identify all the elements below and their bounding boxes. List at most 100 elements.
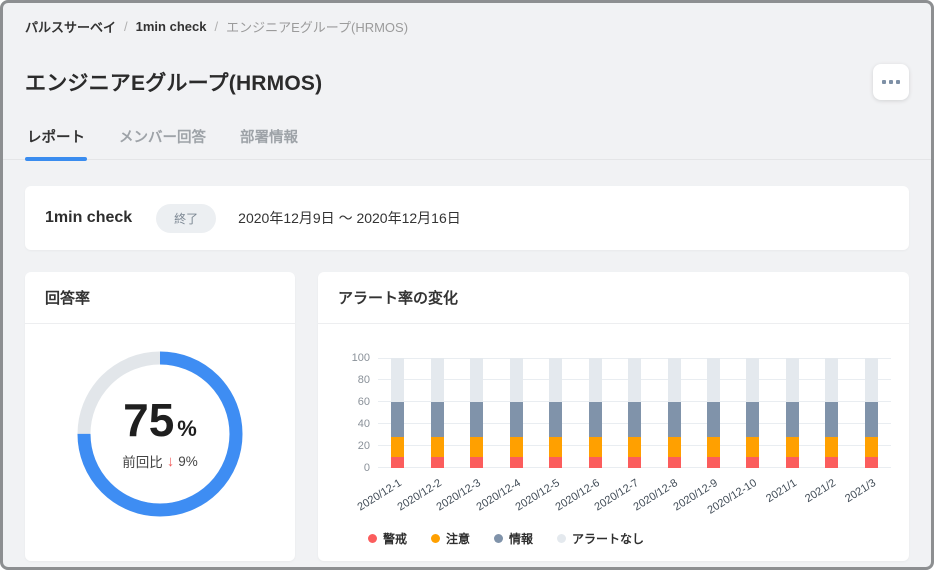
breadcrumb-item[interactable]: 1min check — [135, 19, 207, 34]
stacked-bar — [628, 358, 642, 468]
tab-部署情報[interactable]: 部署情報 — [238, 126, 300, 159]
legend-item-アラートなし: アラートなし — [557, 530, 644, 547]
bar-segment-警戒 — [746, 457, 760, 468]
x-axis-label: 2021/2 — [803, 477, 839, 506]
comparison-label: 前回比 — [122, 455, 163, 470]
response-rate-card-header: 回答率 — [25, 272, 295, 324]
cards-row: 回答率 75 % 前回比 ↓ — [25, 272, 909, 561]
bar-segment-注意 — [825, 437, 839, 457]
x-axis-label: 2021/1 — [763, 477, 799, 506]
survey-name: 1min check — [45, 209, 133, 226]
x-axis-label: 2020/12-4 — [474, 477, 523, 514]
bar-segment-情報 — [864, 402, 878, 438]
bar-segment-警戒 — [549, 457, 563, 468]
bar-segment-警戒 — [430, 457, 444, 468]
bar-segment-注意 — [706, 437, 720, 457]
bar-segment-アラートなし — [588, 358, 602, 403]
bar-segment-注意 — [549, 437, 563, 457]
chart-legend: 警戒 注意 情報 アラートなし — [368, 530, 891, 547]
bar-segment-情報 — [785, 402, 799, 438]
status-badge: 終了 — [156, 203, 217, 233]
bar-segment-情報 — [391, 402, 405, 438]
y-tick-label: 80 — [357, 374, 370, 386]
page-title: エンジニアEグループ(HRMOS) — [25, 72, 323, 95]
y-tick-label: 40 — [357, 418, 370, 430]
stacked-bar — [588, 358, 602, 468]
stacked-bar — [667, 358, 681, 468]
bar-segment-アラートなし — [509, 358, 523, 403]
bar-segment-警戒 — [509, 457, 523, 468]
y-tick-label: 60 — [357, 396, 370, 408]
stacked-bar — [470, 358, 484, 468]
bar-segment-アラートなし — [430, 358, 444, 403]
x-axis-label: 2021/3 — [842, 477, 878, 506]
title-row: エンジニアEグループ(HRMOS) — [3, 36, 931, 100]
x-axis-label: 2020/12-8 — [631, 477, 681, 514]
ellipsis-icon — [896, 80, 900, 84]
tab-メンバー回答[interactable]: メンバー回答 — [117, 126, 208, 159]
x-axis-label: 2020/12-1 — [355, 477, 405, 514]
bar-segment-情報 — [746, 402, 760, 438]
breadcrumb-item: エンジニアEグループ(HRMOS) — [226, 20, 409, 35]
bar-segment-警戒 — [470, 457, 484, 468]
legend-item-警戒: 警戒 — [368, 530, 407, 547]
x-axis-label: 2020/12-6 — [553, 477, 602, 514]
stacked-bar — [549, 358, 563, 468]
bar-segment-情報 — [509, 402, 523, 438]
bar-column: 2020/12-1 — [356, 358, 417, 513]
bar-segment-注意 — [628, 437, 642, 457]
bar-segment-情報 — [588, 402, 602, 438]
bar-segment-警戒 — [667, 457, 681, 468]
stacked-bar — [864, 358, 878, 468]
legend-label: 情報 — [509, 532, 534, 546]
x-axis-label: 2020/12-3 — [434, 477, 484, 514]
bar-column: 2020/12-4 — [474, 358, 535, 513]
bar-segment-アラートなし — [825, 358, 839, 403]
x-axis-label: 2020/12-2 — [395, 477, 444, 514]
bar-segment-情報 — [430, 402, 444, 438]
bar-segment-注意 — [430, 437, 444, 457]
bar-segment-注意 — [667, 437, 681, 457]
breadcrumb-item[interactable]: パルスサーベイ — [25, 20, 117, 35]
y-tick-label: 100 — [351, 352, 370, 364]
bar-segment-アラートなし — [785, 358, 799, 403]
bar-segment-注意 — [470, 437, 484, 457]
bar-column: 2020/12-9 — [671, 358, 733, 513]
alert-rate-card-header: アラート率の変化 — [318, 272, 909, 324]
bar-column: 2020/12-10 — [706, 358, 772, 517]
y-axis: 0 20 40 60 80 100 — [338, 352, 378, 474]
alert-rate-card-title: アラート率の変化 — [338, 290, 459, 307]
response-rate-donut: 75 % 前回比 ↓ 9% — [25, 351, 295, 517]
bar-column: 2021/1 — [764, 358, 812, 505]
breadcrumb-separator: / — [214, 19, 219, 34]
alert-rate-card: アラート率の変化 0 20 40 60 80 100 2020/12-1 2020/12-2… — [318, 272, 909, 561]
stacked-bar — [746, 358, 760, 468]
more-options-button[interactable] — [873, 64, 909, 100]
bar-segment-アラートなし — [667, 358, 681, 403]
bar-segment-警戒 — [628, 457, 642, 468]
bar-segment-警戒 — [825, 457, 839, 468]
survey-date-range: 2020年12月9日 ～ 2020年12月16日 — [238, 210, 461, 226]
response-rate-card: 回答率 75 % 前回比 ↓ — [25, 272, 295, 561]
tab-レポート[interactable]: レポート — [25, 126, 87, 161]
donut-chart — [77, 351, 243, 517]
stacked-bar — [706, 358, 720, 468]
legend-dot-icon — [557, 534, 567, 543]
stacked-bar — [391, 358, 405, 468]
legend-label: アラートなし — [572, 532, 645, 546]
ellipsis-icon — [882, 80, 886, 84]
bar-segment-注意 — [509, 437, 523, 457]
bar-segment-アラートなし — [391, 358, 405, 403]
bar-segment-警戒 — [706, 457, 720, 468]
x-axis-label: 2020/12-5 — [513, 477, 562, 514]
bar-segment-情報 — [667, 402, 681, 438]
bar-segment-情報 — [549, 402, 563, 438]
y-tick-label: 20 — [357, 440, 370, 452]
legend-item-注意: 注意 — [431, 530, 470, 547]
response-rate-comparison: 前回比 ↓ 9% — [122, 451, 198, 471]
breadcrumb-separator: / — [124, 19, 128, 34]
bar-column: 2020/12-8 — [632, 358, 693, 513]
legend-label: 注意 — [446, 532, 471, 546]
bar-segment-アラートなし — [706, 358, 720, 403]
